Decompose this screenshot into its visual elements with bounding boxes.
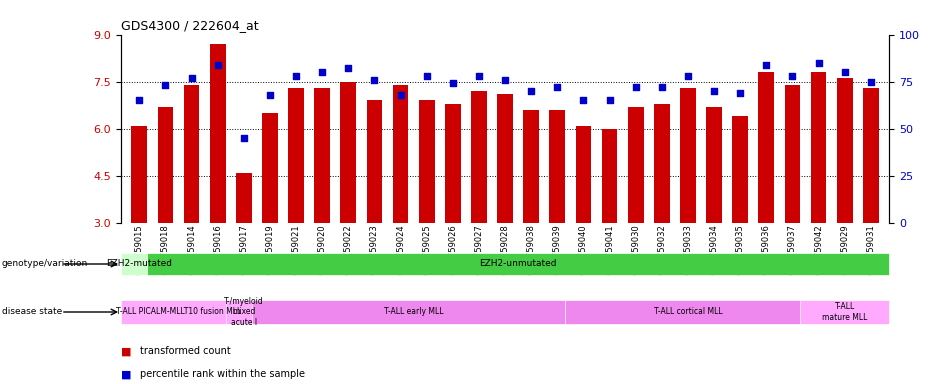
Bar [681, 88, 695, 223]
Bar [315, 88, 330, 223]
Text: genotype/variation: genotype/variation [2, 260, 88, 268]
Point [524, 88, 539, 94]
Point [445, 80, 460, 86]
Point [602, 98, 617, 104]
Point [837, 69, 852, 75]
Bar [367, 101, 383, 223]
Bar [445, 104, 461, 223]
Bar [471, 91, 487, 223]
Bar [863, 88, 879, 223]
Bar [759, 72, 775, 223]
Bar [811, 72, 827, 223]
Point [733, 90, 748, 96]
Bar [707, 107, 722, 223]
Point [811, 60, 826, 66]
Bar [289, 88, 304, 223]
Text: percentile rank within the sample: percentile rank within the sample [140, 369, 304, 379]
Point [681, 73, 695, 79]
Bar [419, 101, 435, 223]
Text: ■: ■ [121, 369, 135, 379]
Text: GDS4300 / 222604_at: GDS4300 / 222604_at [121, 19, 259, 32]
Bar [236, 172, 251, 223]
Bar [251, 300, 575, 324]
Text: EZH2-mutated: EZH2-mutated [106, 260, 172, 268]
Text: T-ALL PICALM-MLLT10 fusion MLL: T-ALL PICALM-MLLT10 fusion MLL [115, 308, 241, 316]
Text: ■: ■ [121, 346, 135, 356]
Point [341, 65, 356, 71]
Point [184, 75, 199, 81]
Bar [549, 110, 565, 223]
Bar [121, 253, 157, 275]
Point [367, 77, 382, 83]
Text: disease state: disease state [2, 308, 62, 316]
Bar [654, 104, 669, 223]
Bar [575, 126, 591, 223]
Point [576, 98, 591, 104]
Text: T-ALL early MLL: T-ALL early MLL [384, 308, 443, 316]
Bar [131, 126, 147, 223]
Point [785, 73, 800, 79]
Point [419, 73, 434, 79]
Bar [627, 107, 643, 223]
Bar [393, 85, 409, 223]
Bar [801, 300, 889, 324]
Point [158, 82, 173, 88]
Point [863, 79, 878, 85]
Bar [209, 44, 225, 223]
Point [393, 92, 408, 98]
Point [315, 69, 330, 75]
Point [263, 92, 277, 98]
Point [471, 73, 486, 79]
Point [210, 61, 225, 68]
Bar [601, 129, 617, 223]
Point [289, 73, 304, 79]
Bar [733, 116, 748, 223]
Bar [523, 110, 539, 223]
Bar [785, 85, 801, 223]
Point [654, 84, 669, 90]
Bar [565, 300, 811, 324]
Bar [157, 107, 173, 223]
Point [132, 98, 147, 104]
Point [236, 135, 251, 141]
Bar [225, 300, 263, 324]
Bar [183, 85, 199, 223]
Bar [341, 82, 357, 223]
Bar [837, 78, 853, 223]
Bar [121, 300, 236, 324]
Point [628, 84, 643, 90]
Text: T-/myeloid
mixed
acute l: T-/myeloid mixed acute l [224, 297, 263, 327]
Text: T-ALL
mature MLL: T-ALL mature MLL [822, 302, 868, 322]
Point [707, 88, 722, 94]
Point [759, 61, 774, 68]
Text: T-ALL cortical MLL: T-ALL cortical MLL [654, 308, 722, 316]
Point [550, 84, 565, 90]
Bar [263, 113, 277, 223]
Text: transformed count: transformed count [140, 346, 230, 356]
Text: EZH2-unmutated: EZH2-unmutated [479, 260, 557, 268]
Bar [497, 94, 513, 223]
Point [498, 77, 513, 83]
